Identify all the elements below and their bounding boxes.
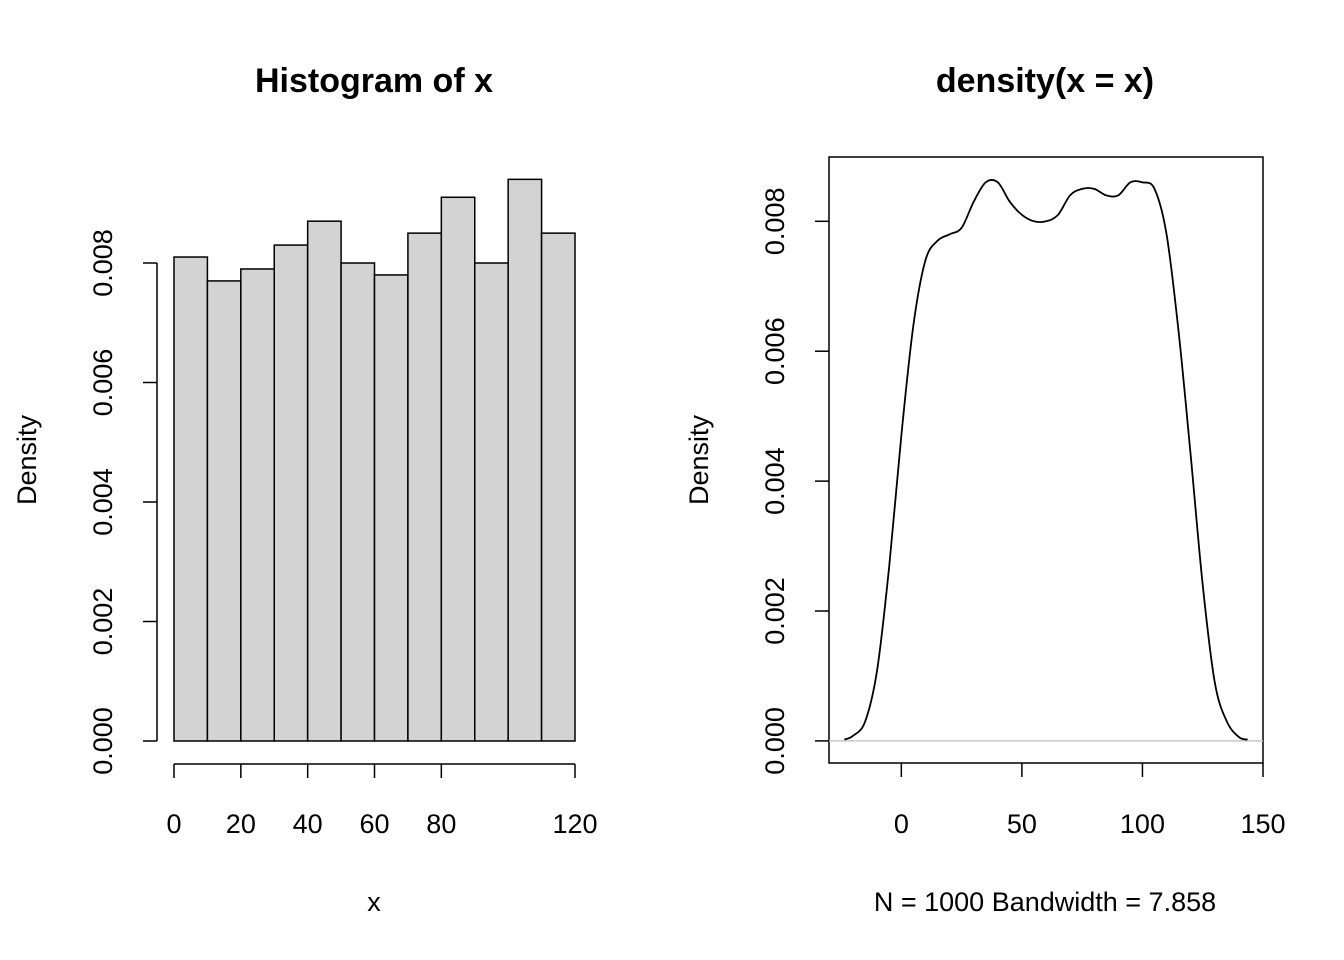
y-tick-label: 0.004	[88, 468, 118, 536]
x-tick-label: 60	[359, 809, 389, 839]
density-panel: density(x = x) 0.000 0.002 0.004 0.006 0.008…	[684, 62, 1286, 917]
density-x-label: N = 1000 Bandwidth = 7.858	[874, 887, 1216, 917]
y-tick-label: 0.006	[760, 317, 790, 385]
histogram-bar	[373, 274, 409, 742]
histogram-bar	[306, 220, 342, 742]
density-plot-frame	[828, 156, 1264, 764]
y-tick-label: 0.000	[760, 707, 790, 775]
histogram-bar	[173, 256, 209, 742]
x-tick-label: 0	[894, 809, 909, 839]
density-y-ticks: 0.000 0.002 0.004 0.006 0.008	[760, 188, 829, 775]
x-tick-label: 40	[293, 809, 323, 839]
y-tick-label: 0.000	[88, 707, 118, 775]
histogram-bar	[474, 262, 509, 742]
y-tick-label: 0.006	[88, 349, 118, 417]
y-tick-label: 0.008	[88, 229, 118, 297]
histogram-bar	[240, 268, 275, 742]
x-tick-label: 100	[1120, 809, 1165, 839]
histogram-panel: Histogram of x 0.000 0.002 0.004 0.006 0.008…	[12, 62, 598, 917]
histogram-x-ticks: 0 20 40 60 80 120	[166, 764, 598, 839]
density-curve	[844, 178, 1248, 741]
x-tick-label: 80	[426, 809, 456, 839]
density-y-label: Density	[684, 414, 714, 505]
histogram-bar	[206, 280, 242, 742]
histogram-bar	[273, 244, 309, 742]
histogram-bar	[340, 262, 376, 742]
y-tick-label: 0.002	[760, 577, 790, 645]
density-title: density(x = x)	[936, 62, 1154, 100]
y-tick-label: 0.004	[760, 447, 790, 515]
histogram-bar	[407, 232, 443, 742]
y-tick-label: 0.002	[88, 588, 118, 656]
histogram-bar	[507, 178, 543, 742]
histogram-bar	[440, 196, 476, 742]
x-tick-label: 120	[552, 809, 597, 839]
x-tick-label: 150	[1240, 809, 1285, 839]
histogram-y-ticks: 0.000 0.002 0.004 0.006 0.008	[88, 229, 157, 775]
histogram-bars	[173, 178, 576, 742]
x-tick-label: 0	[166, 809, 181, 839]
histogram-y-label: Density	[12, 414, 42, 505]
histogram-title: Histogram of x	[255, 62, 493, 100]
density-x-ticks: 0 50 100 150	[894, 763, 1286, 839]
x-tick-label: 50	[1007, 809, 1037, 839]
y-tick-label: 0.008	[760, 188, 790, 256]
histogram-x-label: x	[367, 887, 381, 917]
x-tick-label: 20	[226, 809, 256, 839]
histogram-bar	[540, 232, 576, 742]
